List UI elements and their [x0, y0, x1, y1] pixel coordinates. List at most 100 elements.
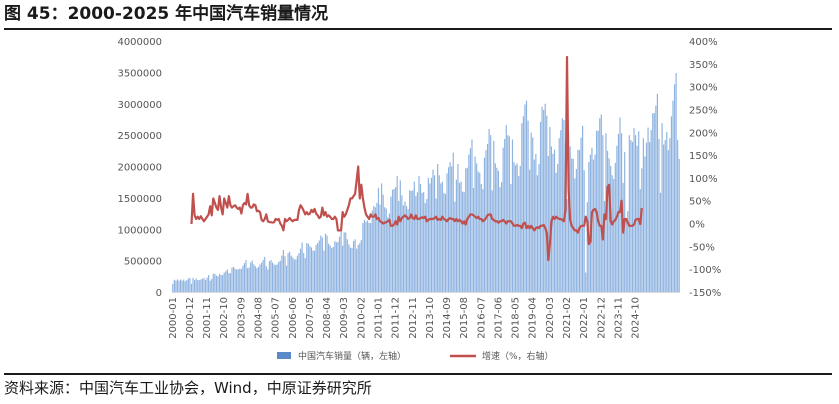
- sales-bar: [234, 268, 236, 292]
- sales-bar: [541, 106, 543, 292]
- sales-bar: [384, 207, 386, 292]
- sales-bar: [317, 243, 319, 292]
- sales-bar: [194, 280, 196, 292]
- left-tick-label: 0: [156, 288, 162, 299]
- sales-bar: [293, 259, 295, 292]
- sales-bar: [268, 261, 270, 292]
- sales-bar: [655, 105, 657, 292]
- sales-bar: [448, 167, 450, 292]
- sales-bar: [318, 240, 320, 292]
- sales-bar: [557, 163, 559, 292]
- sales-bar: [527, 120, 529, 292]
- sales-bar: [172, 283, 174, 292]
- sales-bar: [407, 209, 409, 292]
- sales-bar: [451, 166, 453, 292]
- right-tick-label: -50%: [689, 242, 715, 253]
- sales-bar: [371, 210, 373, 292]
- sales-bar: [377, 187, 380, 292]
- x-tick-label: 2020-03: [545, 297, 556, 339]
- sales-bar: [396, 175, 398, 292]
- sales-chart: 0 500000 1000000 1500000 2000000 2500000 30000…: [117, 37, 721, 362]
- sales-bar: [474, 156, 476, 292]
- sales-bar: [553, 149, 556, 292]
- sales-bar: [326, 235, 328, 292]
- x-tick-label: 2001-11: [202, 297, 213, 339]
- sales-bar: [390, 196, 392, 292]
- sales-bar: [663, 144, 665, 292]
- sales-bar: [200, 279, 202, 292]
- x-tick-label: 2017-06: [494, 297, 505, 339]
- sales-bar: [190, 283, 193, 292]
- sales-bar: [529, 169, 531, 292]
- sales-bar: [582, 125, 584, 293]
- sales-bar: [366, 220, 369, 292]
- sales-bar: [276, 264, 278, 292]
- sales-bar: [187, 278, 189, 292]
- right-tick-label: 300%: [689, 83, 718, 94]
- sales-bar: [204, 280, 207, 292]
- growth-line: [190, 55, 643, 262]
- sales-bar: [652, 113, 654, 292]
- right-tick-label: 0%: [689, 220, 705, 231]
- sales-bar: [594, 154, 596, 292]
- sales-bar: [237, 269, 239, 292]
- sales-bar: [334, 241, 336, 292]
- sales-bar: [404, 201, 406, 292]
- sales-bar: [388, 213, 390, 292]
- sales-bar: [346, 239, 348, 292]
- sales-bar: [561, 118, 563, 293]
- sales-bar: [493, 140, 495, 292]
- sales-bar: [242, 265, 244, 292]
- sales-bar: [349, 247, 352, 292]
- sales-bar: [285, 265, 288, 292]
- sales-bar: [398, 201, 400, 292]
- sales-bar: [472, 187, 475, 292]
- sales-bar: [600, 114, 602, 292]
- right-tick-label: 150%: [689, 151, 718, 162]
- right-tick-label: 100%: [689, 174, 718, 185]
- sales-bar: [469, 148, 471, 292]
- sales-bar: [256, 268, 258, 292]
- x-tick-label: 2009-03: [339, 297, 350, 339]
- sales-bar: [468, 154, 470, 292]
- sales-bar: [650, 130, 652, 292]
- sales-bar: [633, 128, 635, 292]
- sales-bar: [645, 142, 648, 292]
- sales-bar: [338, 236, 341, 292]
- sales-bar: [279, 260, 281, 293]
- sales-bar: [670, 116, 673, 292]
- sales-bar: [421, 192, 423, 292]
- sales-bar: [583, 170, 585, 292]
- source-note: 资料来源：中国汽车工业协会，Wind，中原证券研究所: [4, 379, 372, 397]
- sales-bar: [641, 168, 643, 292]
- sales-bar: [340, 226, 342, 292]
- sales-bar: [555, 172, 557, 292]
- sales-bar: [532, 137, 534, 292]
- sales-bar: [262, 260, 264, 292]
- sales-bar: [462, 191, 464, 292]
- sales-bar: [466, 167, 468, 292]
- x-tick-label: 2010-02: [356, 297, 367, 339]
- sales-bar: [435, 198, 437, 292]
- sales-bar: [491, 190, 493, 292]
- sales-bar: [360, 239, 362, 292]
- left-tick-label: 1000000: [117, 225, 162, 236]
- sales-bar: [455, 179, 457, 292]
- sales-bar: [628, 135, 630, 293]
- sales-bar: [186, 280, 188, 292]
- sales-bar: [385, 208, 387, 292]
- x-tick-label: 2012-11: [408, 297, 419, 339]
- sales-bar: [649, 142, 651, 292]
- sales-bar: [310, 247, 313, 292]
- sales-bar: [292, 257, 294, 292]
- sales-bar: [486, 143, 489, 292]
- sales-bar: [240, 268, 242, 292]
- sales-bar: [433, 175, 436, 292]
- sales-bar: [647, 127, 649, 292]
- x-tick-label: 2023-11: [613, 297, 624, 339]
- sales-bar: [267, 269, 269, 292]
- sales-bar: [370, 222, 372, 292]
- sales-bar: [638, 131, 640, 292]
- sales-bar: [613, 179, 615, 292]
- sales-bar: [630, 140, 632, 292]
